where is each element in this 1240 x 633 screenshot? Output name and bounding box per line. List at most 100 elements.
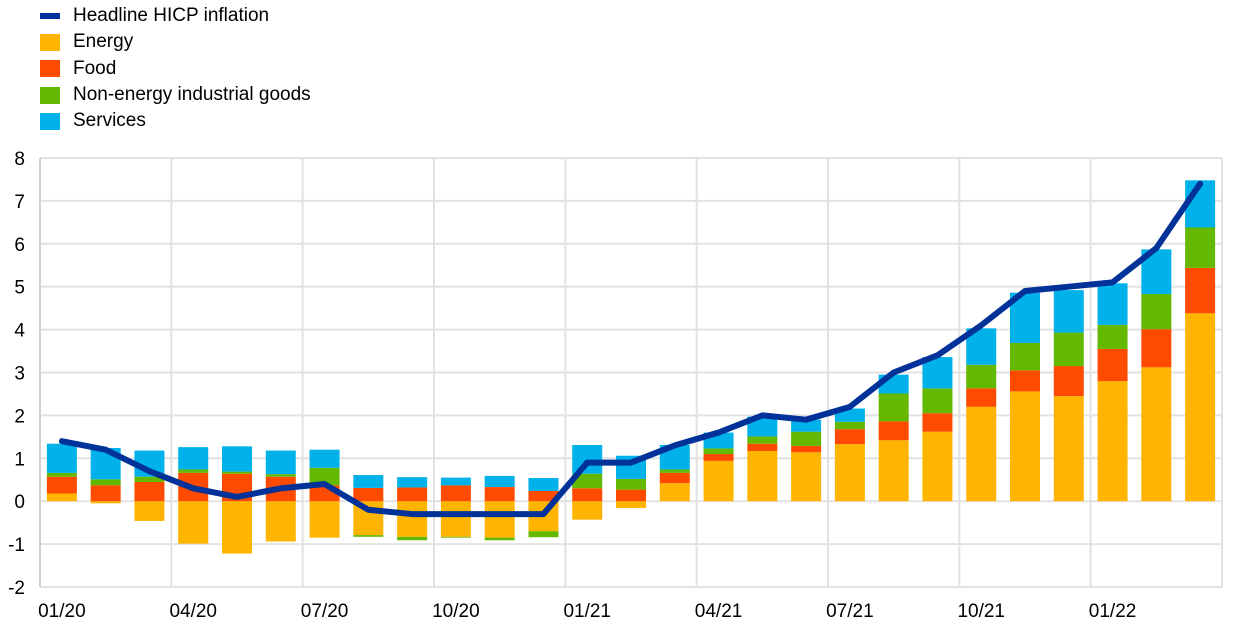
bar-food-02-20 [90,485,121,502]
bar-services-05-21 [747,416,778,437]
legend-item: Services [40,108,311,134]
legend-item: Non-energy industrial goods [40,82,311,108]
bar-energy-01-21 [572,501,603,520]
bar-non-energy-industrial-goods-08-20 [353,535,384,537]
legend-label: Services [73,110,146,132]
bar-food-02-21 [616,489,646,502]
bar-food-08-20 [353,487,384,502]
bar-non-energy-industrial-goods-05-21 [747,436,778,444]
bar-energy-01-20 [46,493,77,502]
x-tick-label: 07/21 [826,601,874,622]
bar-energy-05-20 [222,501,252,554]
bar-non-energy-industrial-goods-03-22 [1185,227,1216,268]
y-tick-label: -1 [8,535,25,556]
x-tick-label: 01/22 [1089,601,1137,622]
bar-food-08-21 [878,421,909,441]
y-tick-label: 2 [14,406,25,427]
bar-food-06-21 [791,445,822,453]
bar-non-energy-industrial-goods-04-21 [703,448,734,455]
legend-swatch [40,60,60,78]
bar-non-energy-industrial-goods-07-20 [309,467,340,486]
bar-energy-06-21 [791,452,822,502]
bar-services-11-20 [484,475,515,488]
bar-energy-03-20 [134,501,165,521]
bar-services-05-20 [222,446,252,472]
legend-label: Non-energy industrial goods [73,84,311,106]
bar-energy-12-21 [1053,396,1084,502]
bar-services-09-20 [397,477,428,488]
x-tick-label: 07/20 [301,601,349,622]
bar-energy-11-20 [484,501,515,538]
bar-energy-02-21 [616,501,646,509]
x-tick-label: 04/20 [169,601,217,622]
bar-non-energy-industrial-goods-10-21 [966,364,997,389]
y-tick-label: 7 [14,192,25,213]
bar-services-01-21 [572,445,603,474]
y-tick-label: 6 [14,235,25,256]
y-tick-label: 8 [14,149,25,170]
bar-non-energy-industrial-goods-08-21 [878,393,909,422]
bar-non-energy-industrial-goods-07-21 [834,421,865,430]
bar-food-03-21 [659,472,690,484]
x-tick-label: 01/21 [563,601,611,622]
bar-food-09-21 [922,413,953,432]
bar-services-07-20 [309,449,340,468]
bar-energy-04-20 [178,501,209,544]
bar-energy-08-21 [878,440,909,502]
bar-services-06-20 [265,450,296,475]
bar-food-12-20 [528,490,559,502]
bar-non-energy-industrial-goods-03-20 [134,476,165,482]
legend-item: Energy [40,29,311,55]
bar-food-04-21 [703,454,734,461]
bar-food-01-21 [572,488,603,502]
bar-food-07-21 [834,429,865,445]
bar-services-10-20 [440,477,471,486]
bar-food-09-20 [397,487,428,502]
bar-energy-07-20 [309,501,340,538]
bar-services-04-20 [178,447,209,470]
bar-food-03-22 [1185,267,1216,314]
bar-energy-05-21 [747,451,778,502]
bar-non-energy-industrial-goods-09-20 [397,536,428,541]
bar-non-energy-industrial-goods-05-20 [222,471,252,474]
bar-non-energy-industrial-goods-03-21 [659,469,690,473]
bar-food-10-20 [440,485,471,502]
x-tick-label: 04/21 [695,601,743,622]
bar-non-energy-industrial-goods-12-21 [1053,332,1084,367]
bar-non-energy-industrial-goods-02-21 [616,478,646,490]
bar-energy-10-20 [440,501,471,537]
legend-label: Energy [73,31,134,53]
bar-non-energy-industrial-goods-09-21 [922,388,953,414]
bar-non-energy-industrial-goods-01-20 [46,472,77,477]
bar-non-energy-industrial-goods-06-20 [265,474,296,477]
x-tick-label: 10/20 [432,601,480,622]
bar-services-12-21 [1053,290,1084,333]
bar-non-energy-industrial-goods-06-21 [791,431,822,446]
bar-non-energy-industrial-goods-02-22 [1141,293,1172,330]
y-tick-label: 3 [14,364,25,385]
bar-energy-10-21 [966,406,997,502]
bar-energy-07-21 [834,444,865,502]
bar-non-energy-industrial-goods-12-20 [528,531,559,538]
bar-food-12-21 [1053,366,1084,397]
bar-non-energy-industrial-goods-11-21 [1010,342,1040,371]
bar-services-01-22 [1097,283,1128,325]
bar-services-08-20 [353,475,384,488]
bar-services-06-21 [791,419,822,432]
bar-energy-02-20 [90,501,121,504]
legend-label: Food [73,57,117,79]
bar-food-11-21 [1010,370,1040,392]
bar-non-energy-industrial-goods-01-21 [572,473,603,489]
bar-services-01-20 [46,443,77,473]
bar-energy-11-21 [1010,391,1040,502]
x-tick-label: 01/20 [38,601,86,622]
legend-item: Headline HICP inflation [40,3,311,29]
bar-energy-06-20 [265,501,296,542]
legend-swatch [40,86,60,104]
y-tick-label: 1 [14,449,25,470]
bar-food-01-20 [46,476,77,494]
bar-food-11-20 [484,487,515,502]
bar-non-energy-industrial-goods-04-20 [178,469,209,473]
bar-food-02-22 [1141,329,1172,368]
